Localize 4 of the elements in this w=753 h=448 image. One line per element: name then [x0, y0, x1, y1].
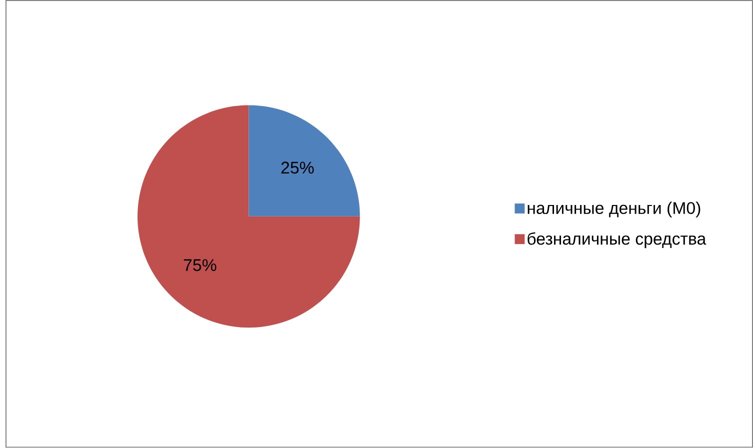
legend-label: наличные деньги (M0) [528, 202, 700, 218]
data-label: 25% [281, 162, 314, 174]
data-label: 75% [184, 259, 216, 272]
legend-label: безналичные средства [528, 232, 706, 248]
